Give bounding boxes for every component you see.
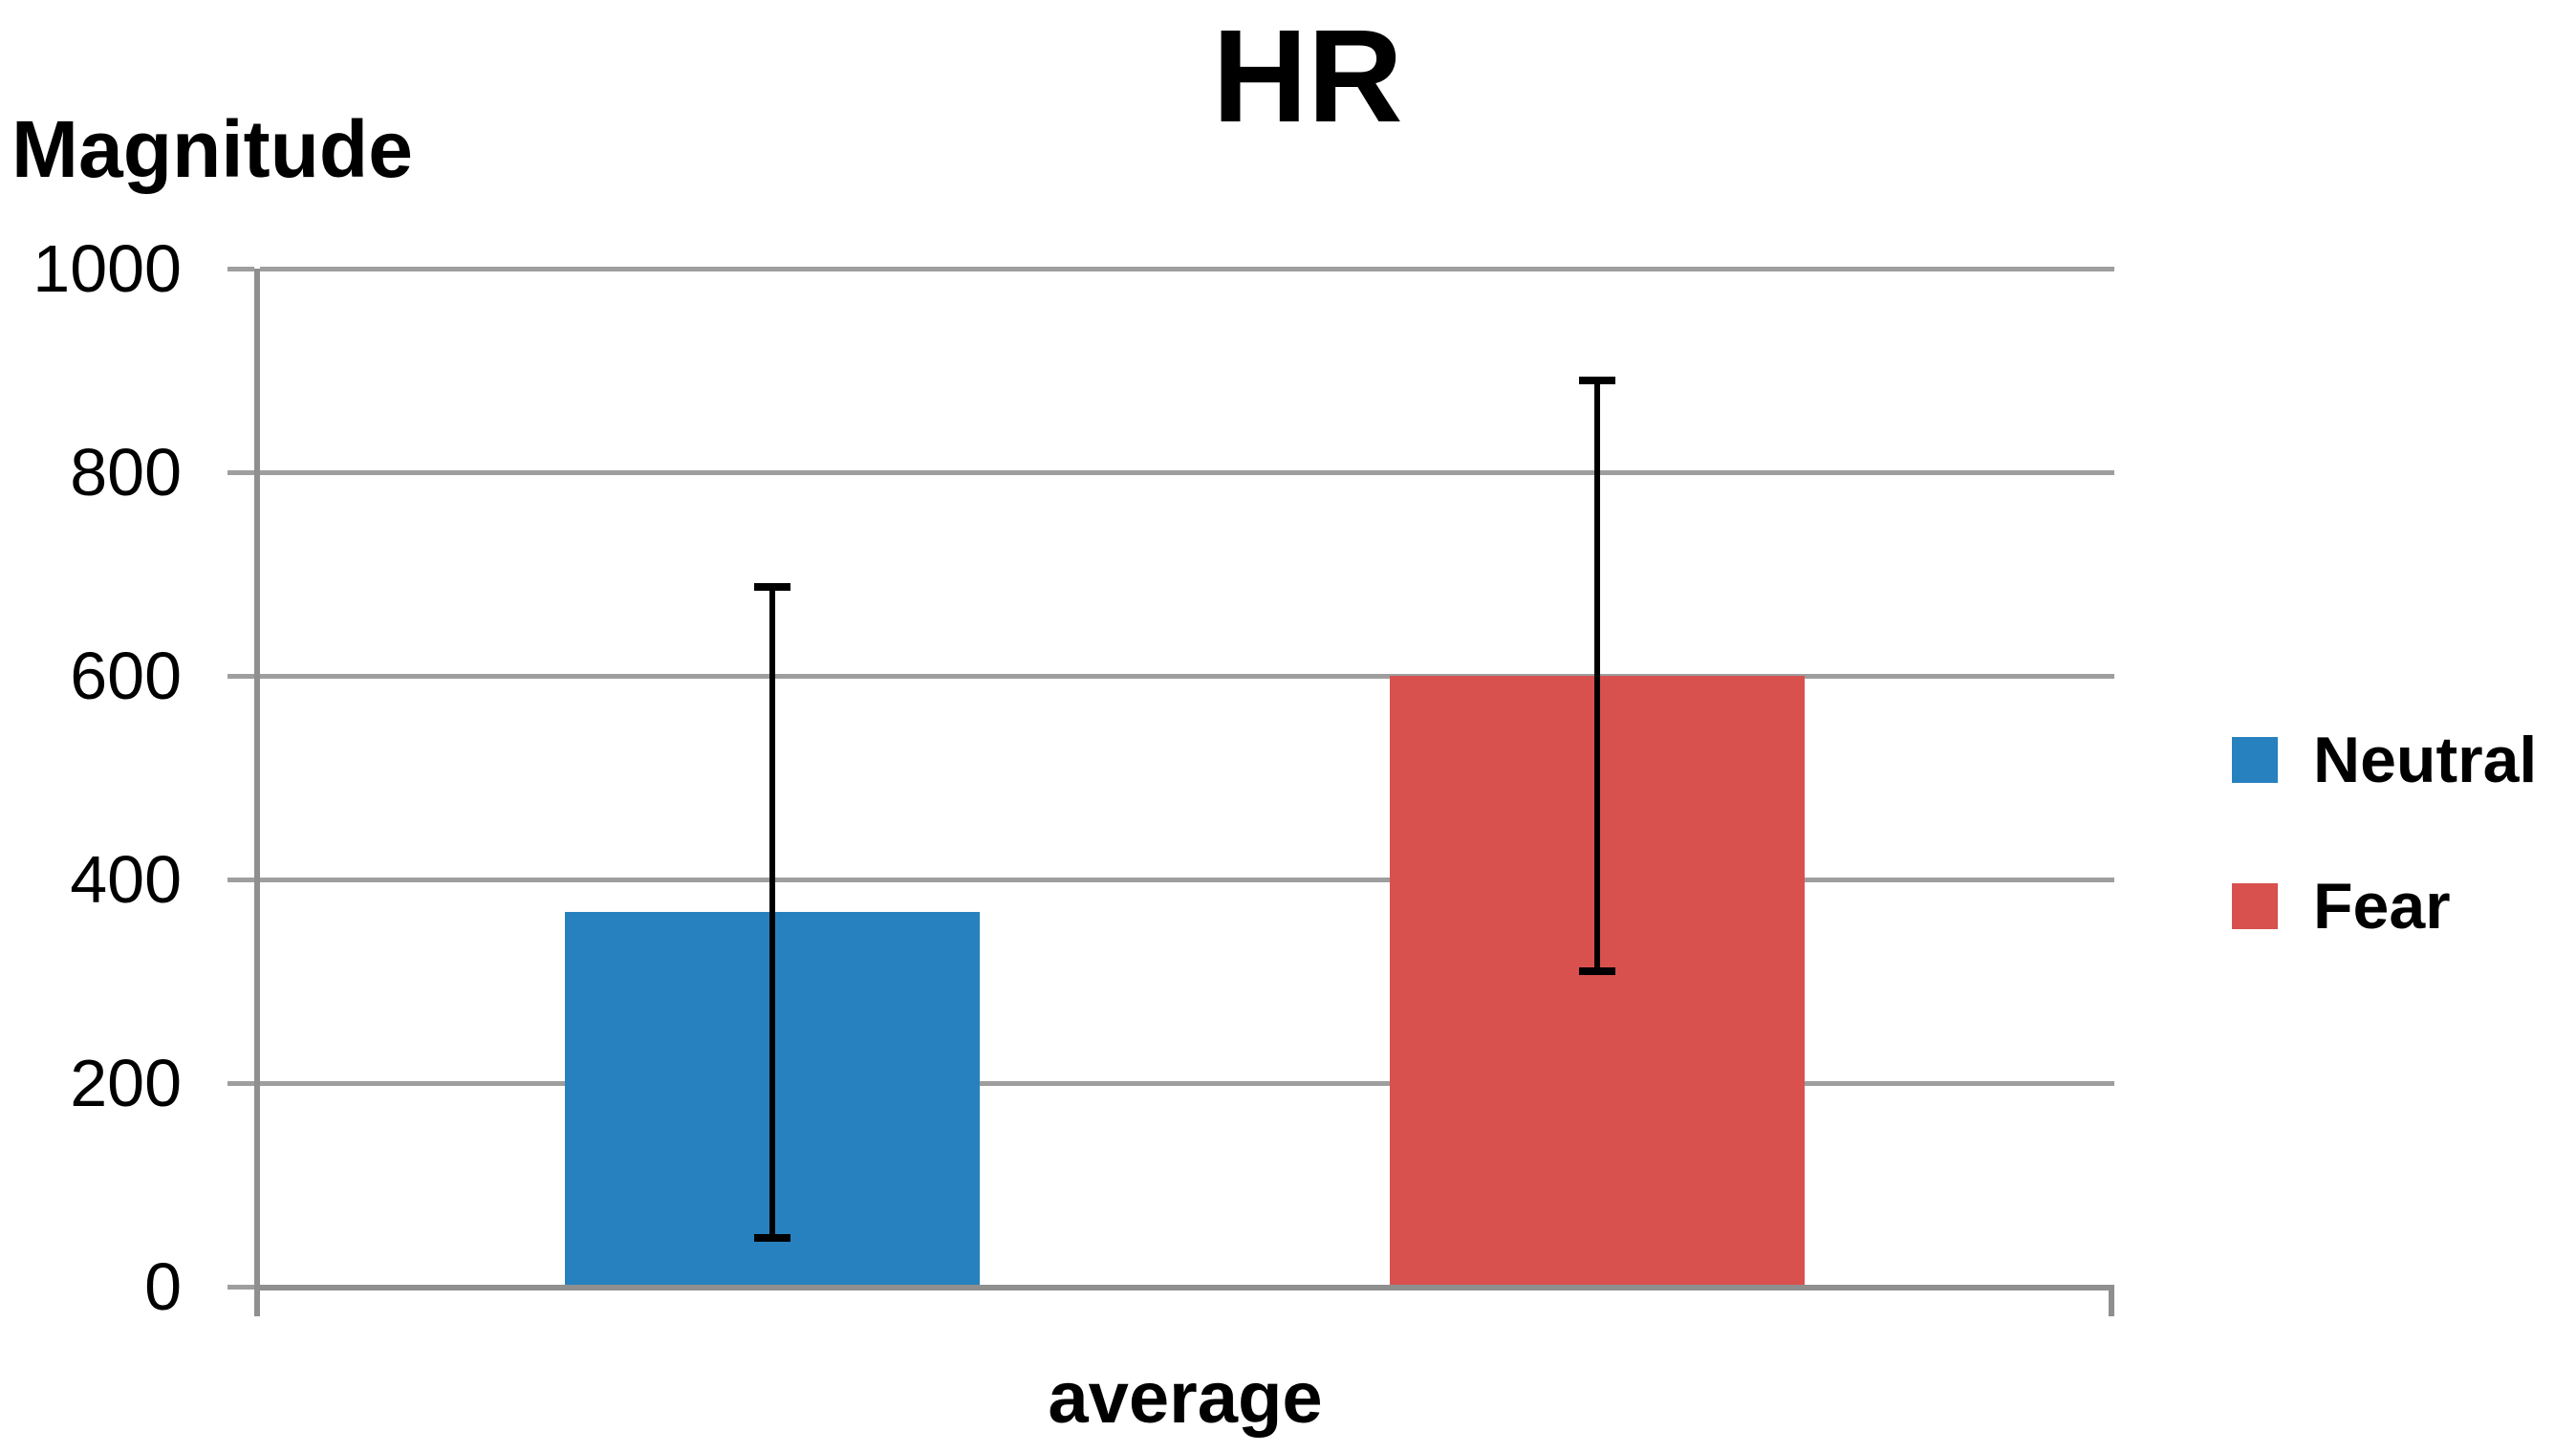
- y-tick-label: 600: [70, 639, 182, 713]
- y-axis-line: [254, 269, 260, 1316]
- y-tick-mark: [227, 267, 254, 271]
- gridline: [260, 1081, 2114, 1086]
- y-tick-mark: [227, 1285, 254, 1290]
- gridline: [260, 878, 2114, 882]
- error-bar-cap-bottom-fear: [1579, 966, 1615, 975]
- legend-swatch-neutral: [2232, 737, 2278, 783]
- y-axis-label: Magnitude: [11, 104, 413, 194]
- y-tick-label: 0: [144, 1249, 182, 1324]
- y-tick-mark: [227, 470, 254, 475]
- plot-area: [257, 269, 2114, 1287]
- error-bar-line-fear: [1594, 380, 1600, 971]
- error-bar-line-neutral: [769, 587, 775, 1238]
- chart-title: HR: [1212, 3, 1403, 150]
- x-axis-line: [254, 1285, 2114, 1290]
- y-tick-label: 200: [70, 1046, 182, 1120]
- error-bar-cap-top-fear: [1579, 377, 1615, 385]
- error-bar-cap-bottom-neutral: [754, 1233, 790, 1242]
- y-tick-label: 1000: [32, 231, 182, 306]
- x-axis-boundary-tick: [2109, 1285, 2114, 1316]
- x-axis-label: average: [1048, 1357, 1323, 1439]
- legend-swatch-fear: [2232, 883, 2278, 929]
- legend-label-neutral: Neutral: [2313, 724, 2538, 796]
- gridline: [260, 470, 2114, 475]
- legend-label-fear: Fear: [2313, 870, 2451, 943]
- gridline: [260, 267, 2114, 271]
- y-tick-mark: [227, 878, 254, 882]
- gridline: [260, 674, 2114, 679]
- y-tick-label: 800: [70, 435, 182, 510]
- y-tick-label: 400: [70, 842, 182, 917]
- error-bar-cap-top-neutral: [754, 583, 790, 592]
- y-tick-mark: [227, 674, 254, 679]
- y-tick-mark: [227, 1081, 254, 1086]
